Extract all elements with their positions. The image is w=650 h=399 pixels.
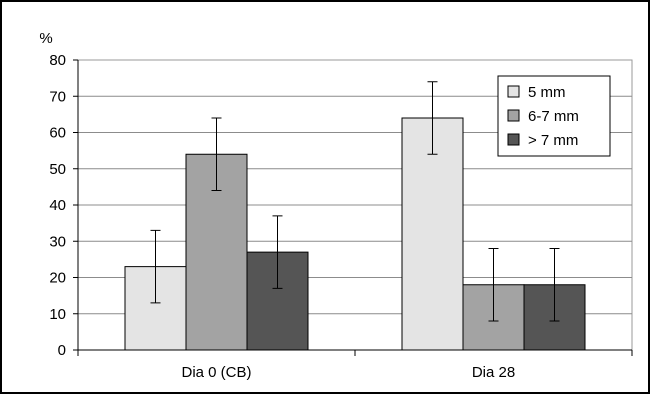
y-tick-label: 60 (49, 125, 66, 142)
legend-swatch (507, 85, 520, 98)
x-axis-ticks: Dia 0 (CB) Dia 28 (77, 350, 633, 381)
y-tick-label: 10 (49, 306, 66, 323)
x-tick-label: Dia 0 (CB) (181, 364, 251, 381)
x-tick-label: Dia 28 (472, 364, 515, 381)
y-tick-label: 30 (49, 233, 66, 250)
y-tick-label: 80 (49, 52, 66, 69)
legend-label: > 7 mm (528, 132, 578, 149)
y-tick-label: 0 (58, 342, 66, 359)
y-tick-label: 50 (49, 161, 66, 178)
y-tick-label: 20 (49, 270, 66, 287)
legend-swatch (507, 133, 520, 146)
y-tick-label: 70 (49, 88, 66, 105)
bar (401, 117, 464, 351)
legend-swatch (507, 109, 520, 122)
error-bars (150, 81, 560, 322)
y-tick-label: 40 (49, 197, 66, 214)
y-axis-label: % (39, 30, 52, 47)
legend-label: 6-7 mm (528, 108, 579, 125)
legend: 5 mm 6-7 mm > 7 mm (497, 75, 611, 157)
y-axis-ticks: 0 10 20 30 40 50 60 70 80 (49, 52, 78, 359)
legend-label: 5 mm (528, 84, 566, 101)
